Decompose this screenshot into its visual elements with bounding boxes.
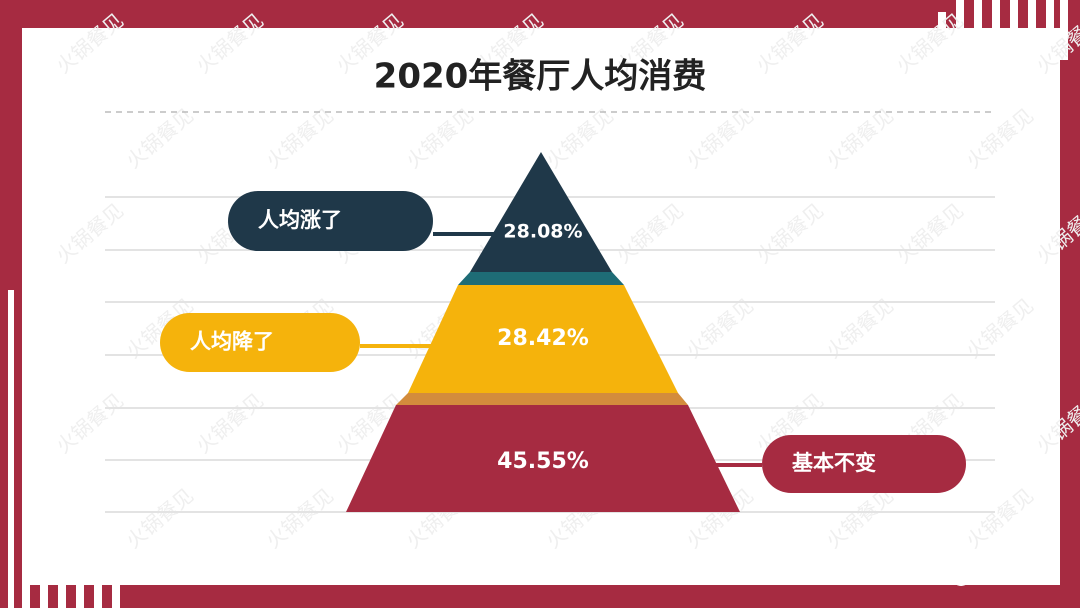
- category-pill: [160, 313, 360, 372]
- value-label: 28.42%: [497, 326, 589, 351]
- chart-title: 2020年餐厅人均消费: [374, 57, 707, 97]
- category-label: 人均降了: [190, 330, 274, 354]
- footer: 头条 @火锅餐见: [899, 563, 1060, 588]
- pyramid-tier: [470, 152, 612, 272]
- stripes-bottom: [8, 290, 120, 608]
- tier-shadow: [396, 393, 688, 405]
- stripes-top: [938, 0, 1068, 60]
- pyramid-tier: [346, 405, 740, 512]
- category-pill: [762, 435, 966, 493]
- pyramid-tier: [408, 285, 678, 393]
- value-label: 28.08%: [503, 221, 582, 243]
- category-label: 基本不变: [792, 451, 876, 475]
- category-pill: [228, 191, 433, 251]
- category-label: 人均涨了: [258, 208, 342, 232]
- value-label: 45.55%: [497, 449, 589, 474]
- tier-shadow: [458, 272, 624, 285]
